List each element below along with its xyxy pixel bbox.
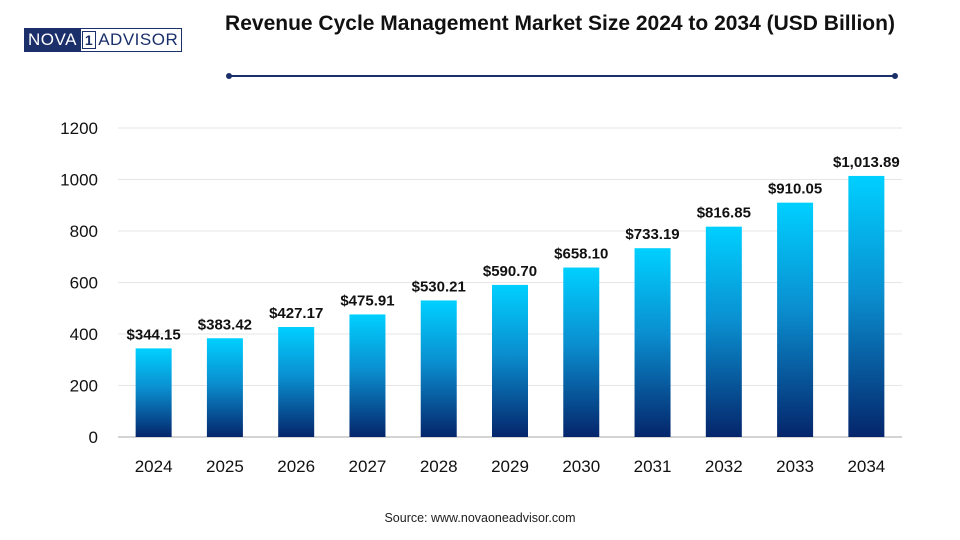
x-tick-label: 2026 xyxy=(277,457,315,476)
y-tick-label: 1200 xyxy=(60,119,98,138)
logo-one-text: 1 xyxy=(81,31,97,49)
bar-2028 xyxy=(420,300,457,437)
x-tick-label: 2034 xyxy=(847,457,885,476)
y-tick-label: 600 xyxy=(70,274,98,293)
data-label: $344.15 xyxy=(127,326,181,343)
x-tick-label: 2033 xyxy=(776,457,814,476)
logo-advisor-text: ADVISOR xyxy=(98,30,179,49)
data-label: $910.05 xyxy=(768,181,822,198)
y-tick-label: 1000 xyxy=(60,171,98,190)
y-tick-label: 200 xyxy=(70,377,98,396)
data-label: $658.10 xyxy=(554,246,608,263)
bars xyxy=(135,175,885,437)
x-tick-label: 2028 xyxy=(420,457,458,476)
bar-2032 xyxy=(705,226,742,437)
bar-2030 xyxy=(563,267,600,437)
x-tick-label: 2030 xyxy=(562,457,600,476)
x-axis-ticks: 2024 2025 2026 2027 2028 2029 2030 2031 2032 2033… xyxy=(135,457,886,476)
bar-2024 xyxy=(135,348,172,437)
chart-title: Revenue Cycle Management Market Size 202… xyxy=(225,12,895,35)
x-tick-label: 2031 xyxy=(634,457,672,476)
data-label: $590.70 xyxy=(483,263,537,280)
y-tick-label: 400 xyxy=(70,325,98,344)
data-label: $816.85 xyxy=(697,205,751,222)
data-label: $733.19 xyxy=(625,226,679,243)
data-label: $530.21 xyxy=(412,278,466,295)
bar-2025 xyxy=(206,338,243,437)
x-tick-label: 2025 xyxy=(206,457,244,476)
data-label: $1,013.89 xyxy=(833,154,900,171)
y-tick-label: 800 xyxy=(70,222,98,241)
x-tick-label: 2024 xyxy=(135,457,173,476)
x-tick-label: 2032 xyxy=(705,457,743,476)
title-underline xyxy=(226,73,898,79)
data-labels: $344.15 $383.42 $427.17 $475.91 $530.21 $590.… xyxy=(127,154,900,343)
data-label: $383.42 xyxy=(198,316,252,333)
data-label: $475.91 xyxy=(340,292,394,309)
logo-nova-text: NOVA xyxy=(25,29,81,51)
bar-2029 xyxy=(492,284,528,437)
bar-2031 xyxy=(634,248,671,437)
bar-2026 xyxy=(278,327,315,437)
x-tick-label: 2029 xyxy=(491,457,529,476)
data-label: $427.17 xyxy=(269,305,323,322)
novaoneadvisor-logo: NOVA 1 ADVISOR xyxy=(24,28,183,52)
y-axis-ticks: 0 200 400 600 800 1000 1200 xyxy=(60,119,98,447)
bar-2027 xyxy=(349,314,386,437)
y-tick-label: 0 xyxy=(89,428,98,447)
bar-2033 xyxy=(777,202,814,437)
x-tick-label: 2027 xyxy=(349,457,387,476)
bar-2034 xyxy=(848,175,885,437)
source-note: Source: www.novaoneadvisor.com xyxy=(384,511,576,525)
